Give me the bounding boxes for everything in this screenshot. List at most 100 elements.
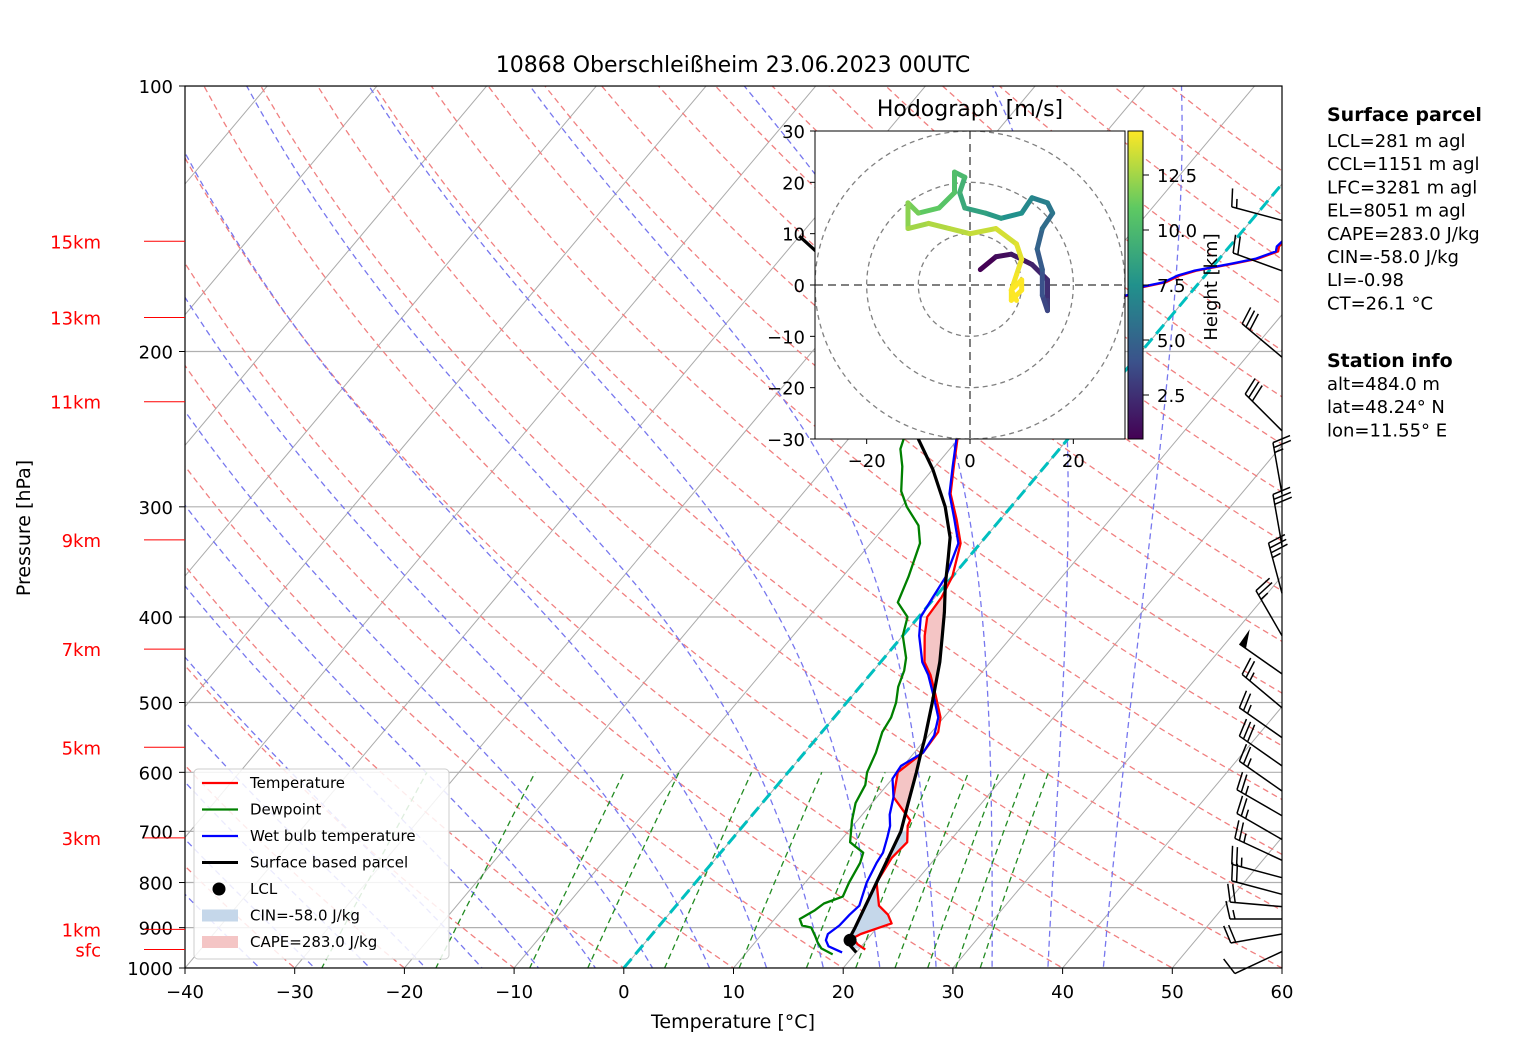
hodograph-y-tick-label: 0 bbox=[794, 276, 805, 297]
x-tick-label: 0 bbox=[618, 982, 629, 1003]
mixing-ratio-line bbox=[738, 772, 823, 968]
wind-barb bbox=[1267, 533, 1288, 594]
hodograph-segment bbox=[1014, 241, 1025, 262]
dry-adiabat bbox=[185, 156, 1064, 968]
wind-barb bbox=[1231, 862, 1283, 896]
y-tick-label: 700 bbox=[139, 822, 173, 843]
moist-adiabat bbox=[185, 504, 597, 968]
y-tick-label: 800 bbox=[139, 874, 173, 895]
colorbar-tick-label: 2.5 bbox=[1157, 386, 1186, 407]
surface-parcel-line: CAPE=283.0 J/kg bbox=[1327, 224, 1480, 245]
lcl-marker bbox=[843, 933, 857, 947]
station-info-line: lon=11.55° E bbox=[1327, 420, 1447, 441]
wind-barb bbox=[1241, 657, 1283, 709]
hodograph-ring bbox=[866, 181, 1074, 389]
colorbar-tick-label: 5.0 bbox=[1157, 331, 1186, 352]
wind-barb bbox=[1231, 188, 1283, 222]
y-tick-label: 400 bbox=[139, 608, 173, 629]
legend-swatch bbox=[202, 909, 238, 922]
mixing-ratio-line bbox=[805, 772, 886, 968]
legend-entry: CAPE=283.0 J/kg bbox=[250, 933, 377, 951]
cin-area bbox=[847, 831, 908, 949]
wind-barb bbox=[1223, 924, 1283, 944]
mixing-ratio-line bbox=[587, 772, 680, 968]
x-tick-label: 30 bbox=[941, 982, 964, 1003]
station-info-title: Station info bbox=[1327, 350, 1453, 372]
legend-entry: LCL bbox=[250, 880, 278, 898]
dry-adiabat bbox=[185, 564, 625, 968]
height-label: 7km bbox=[62, 640, 101, 661]
x-tick-label: −40 bbox=[166, 982, 204, 1003]
hodograph-y-tick-label: 30 bbox=[782, 122, 805, 143]
isotherm-line bbox=[1061, 705, 1282, 968]
mixing-ratio-line bbox=[855, 772, 933, 968]
dry-adiabat bbox=[203, 86, 1174, 968]
surface-parcel-line: CIN=-58.0 J/kg bbox=[1327, 247, 1459, 268]
isotherm-line bbox=[842, 444, 1282, 968]
height-label: 3km bbox=[62, 829, 101, 850]
background-lines bbox=[185, 86, 1282, 968]
mixing-ratio-line bbox=[528, 772, 625, 968]
hodograph-segment bbox=[946, 226, 973, 237]
isotherm-line bbox=[952, 575, 1282, 968]
wind-barb bbox=[1236, 771, 1283, 817]
legend-entry: Surface based parcel bbox=[250, 854, 408, 872]
hodograph-segment bbox=[1034, 246, 1045, 273]
surface-parcel-line: CT=26.1 °C bbox=[1327, 293, 1433, 314]
legend-entry: Dewpoint bbox=[250, 801, 321, 819]
y-tick-label: 100 bbox=[139, 77, 173, 98]
surface-parcel-title: Surface parcel bbox=[1327, 104, 1482, 126]
station-info-line: lat=48.24° N bbox=[1327, 397, 1445, 418]
hodograph-content: −20 0 20 −30 −20 −10 0 10 20 30 bbox=[767, 122, 1125, 472]
isotherm-line bbox=[185, 86, 488, 447]
hodograph-segment bbox=[915, 205, 942, 216]
moist-adiabat bbox=[185, 296, 711, 968]
moist-adiabat bbox=[185, 151, 768, 968]
hodograph-y-tick-label: −10 bbox=[767, 327, 805, 348]
colorbar-tick-label: 10.0 bbox=[1157, 221, 1197, 242]
moist-adiabat bbox=[1102, 86, 1183, 968]
wind-barb bbox=[1272, 434, 1292, 494]
wind-barb bbox=[1223, 950, 1283, 975]
height-label: 15km bbox=[50, 232, 101, 253]
moist-adiabat bbox=[743, 86, 993, 968]
hodograph-segment bbox=[983, 210, 1004, 221]
moist-adiabat bbox=[246, 86, 825, 968]
x-axis-label: Temperature [°C] bbox=[650, 1011, 815, 1033]
colorbar-ticks: 2.5 5.0 7.5 10.0 12.5 bbox=[1143, 166, 1197, 407]
hodograph-x-tick-label: 20 bbox=[1062, 451, 1085, 472]
x-tick-label: 50 bbox=[1161, 982, 1184, 1003]
colorbar-tick-label: 7.5 bbox=[1157, 276, 1186, 297]
hodograph-y-tick-label: 10 bbox=[782, 225, 805, 246]
wind-barb bbox=[1231, 845, 1283, 879]
wind-barb bbox=[1238, 690, 1283, 739]
mixing-ratio-line bbox=[955, 772, 1027, 968]
dry-adiabat bbox=[185, 465, 735, 968]
hodograph-segment bbox=[1029, 195, 1050, 206]
surface-parcel-line: LFC=3281 m agl bbox=[1327, 177, 1477, 198]
hodograph-segment bbox=[998, 210, 1025, 221]
legend: Temperature Dewpoint Wet bulb temperature S… bbox=[193, 768, 450, 960]
hodograph-segment bbox=[977, 254, 999, 273]
isotherm-line bbox=[732, 313, 1282, 968]
y-tick-label: 500 bbox=[139, 693, 173, 714]
wind-barb bbox=[1241, 307, 1283, 358]
dry-adiabat bbox=[373, 86, 1282, 856]
mixing-ratio-line bbox=[894, 772, 970, 968]
legend-swatch bbox=[202, 936, 238, 948]
y-tick-label: 1000 bbox=[127, 959, 173, 980]
dry-adiabat bbox=[771, 86, 1282, 493]
wind-barb bbox=[1244, 378, 1283, 432]
hodograph-segment bbox=[1039, 210, 1056, 232]
wetbulb-line bbox=[824, 240, 1282, 954]
hodograph-segment bbox=[1029, 261, 1050, 283]
mixing-ratio-line bbox=[927, 772, 1000, 968]
hodograph-segment bbox=[1019, 195, 1035, 216]
hodograph-segment bbox=[993, 226, 1019, 247]
hodograph-segment bbox=[957, 190, 968, 211]
station-info-line: alt=484.0 m bbox=[1327, 374, 1440, 395]
wind-barb bbox=[1236, 795, 1283, 841]
isotherm-line bbox=[185, 86, 707, 708]
